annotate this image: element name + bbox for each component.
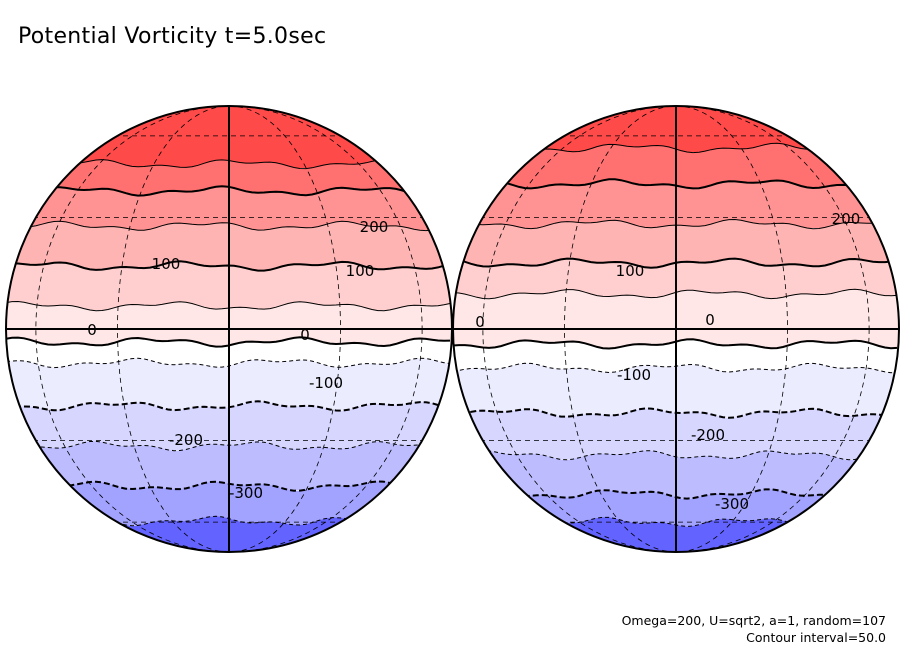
contour-label-11: 0 [705, 311, 715, 329]
chart-title: Potential Vorticity t=5.0sec [18, 24, 327, 49]
meridian-line-0-0 [117, 106, 341, 552]
meridian-line-1-1 [482, 106, 870, 552]
globe-left-contour-labels: 200 100 100 0 0 -100 -200 -300 [87, 218, 389, 502]
globe-right: 200 100 0 0 -100 -200 -300 [452, 105, 900, 553]
contour-label-3: 0 [87, 321, 97, 339]
contour-label-0: 200 [360, 218, 389, 236]
contour-label-13: -200 [691, 426, 725, 444]
pv-contour-0-8 [6, 400, 451, 412]
contour-label-9: 100 [616, 262, 645, 280]
contour-label-4: 0 [300, 326, 310, 344]
globe-left-graticule [6, 106, 452, 552]
contour-label-2: 100 [346, 262, 375, 280]
globe-right-contour-labels: 200 100 0 0 -100 -200 -300 [475, 210, 861, 513]
plot-footer: Omega=200, U=sqrt2, a=1, random=107 Cont… [622, 612, 886, 646]
contour-label-7: -300 [229, 484, 263, 502]
contour-label-1: 100 [152, 255, 181, 273]
parameters-text: Omega=200, U=sqrt2, a=1, random=107 [621, 613, 886, 628]
contour-interval-text: Contour interval=50.0 [746, 630, 886, 645]
contour-label-5: -100 [309, 374, 343, 392]
meridian-line-1-0 [564, 106, 788, 552]
contour-label-8: 200 [832, 210, 861, 228]
contour-label-10: 0 [475, 313, 485, 331]
contour-label-14: -300 [715, 495, 749, 513]
contour-label-12: -100 [617, 366, 651, 384]
globe-right-outline [452, 105, 900, 553]
contour-label-6: -200 [169, 431, 203, 449]
globe-left: 200 100 100 0 0 -100 -200 -300 [5, 105, 453, 553]
meridian-line-0-1 [35, 106, 423, 552]
